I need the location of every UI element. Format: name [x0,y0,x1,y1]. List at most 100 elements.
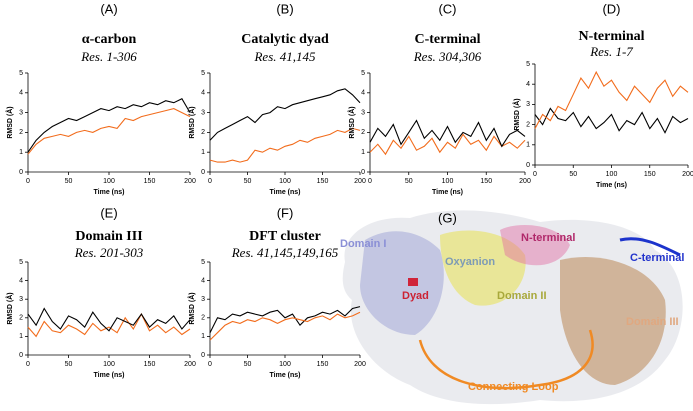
x-tick-label: 150 [144,361,156,368]
series-line [209,127,361,163]
y-axis-label: RMSD (Å) [5,106,14,138]
series-line [209,306,361,333]
x-tick-label: 0 [208,361,212,368]
series-line [369,119,526,148]
panel-label: (A) [100,1,117,16]
x-tick-label: 150 [644,171,656,178]
y-tick-label: 5 [19,259,23,266]
x-tick-label: 200 [354,178,366,185]
x-axis-label: Time (ns) [432,189,463,196]
x-tick-label: 0 [26,178,30,185]
series-line [534,70,689,129]
x-tick-label: 200 [184,361,196,368]
y-tick-label: 5 [201,259,205,266]
x-tick-label: 50 [405,178,413,185]
chart-title: C-terminal [414,32,480,47]
series-line [369,133,526,156]
chart-title: N-terminal [578,29,644,44]
panel-label: (C) [438,1,456,16]
y-axis-label: RMSD (Å) [512,98,521,130]
y-tick-label: 2 [201,129,205,136]
chart-subtitle: Res. 1-7 [589,44,633,59]
y-tick-label: 4 [19,277,23,284]
y-axis-label: RMSD (Å) [5,292,14,324]
y-tick-label: 3 [526,101,530,108]
y-tick-label: 0 [201,169,205,176]
y-tick-label: 2 [201,315,205,322]
y-tick-label: 0 [19,352,23,359]
y-tick-label: 1 [201,149,205,156]
y-tick-label: 2 [361,129,365,136]
x-tick-label: 150 [480,178,492,185]
x-tick-label: 100 [442,178,454,185]
y-tick-label: 1 [19,333,23,340]
series-line [27,312,191,338]
series-line [209,88,361,141]
y-tick-label: 4 [201,277,205,284]
structure-label: N-terminal [521,232,575,244]
domain-ii-shape [440,230,526,306]
x-tick-label: 50 [569,171,577,178]
y-tick-label: 1 [19,149,23,156]
y-tick-label: 3 [19,109,23,116]
chart-title: Catalytic dyad [241,32,329,47]
y-tick-label: 1 [361,149,365,156]
connecting-loop-trace [418,329,594,390]
series-line [27,97,191,153]
y-axis-label: RMSD (Å) [187,292,196,324]
c-terminal-trace [619,237,681,257]
y-tick-label: 3 [361,109,365,116]
y-tick-label: 4 [201,90,205,97]
y-tick-label: 1 [526,142,530,149]
y-tick-label: 0 [526,162,530,169]
y-tick-label: 4 [19,90,23,97]
x-tick-label: 200 [682,171,693,178]
series-line [209,311,361,341]
panel-label: (G) [438,210,457,225]
y-axis-label: RMSD (Å) [187,106,196,138]
y-tick-label: 2 [526,121,530,128]
x-tick-label: 0 [368,178,372,185]
x-tick-label: 200 [184,178,196,185]
chart-title: DFT cluster [249,229,321,244]
x-axis-label: Time (ns) [596,182,627,189]
n-terminal-shape [500,225,570,266]
chart-subtitle: Res. 41,145 [253,49,316,64]
chart-subtitle: Res. 201-303 [74,245,144,260]
structure-label: Oxyanion [445,256,495,268]
structure-label: Domain I [340,238,386,250]
x-tick-label: 150 [317,178,329,185]
structure-label: C-terminal [630,252,684,264]
panel-label: (B) [276,1,293,16]
x-tick-label: 200 [519,178,531,185]
chart-subtitle: Res. 41,145,149,165 [231,245,339,260]
series-line [27,108,191,155]
panel-label: (D) [602,1,620,16]
y-tick-label: 0 [361,169,365,176]
series-line [27,307,191,332]
panel-label: (F) [277,205,294,220]
x-tick-label: 200 [354,361,366,368]
y-tick-label: 3 [201,296,205,303]
x-tick-label: 0 [26,361,30,368]
x-tick-label: 0 [533,171,537,178]
y-tick-label: 5 [201,70,205,77]
y-tick-label: 5 [19,70,23,77]
x-tick-label: 50 [244,178,252,185]
domain-iii-shape [560,256,666,385]
x-tick-label: 100 [103,361,115,368]
x-tick-label: 100 [279,361,291,368]
y-tick-label: 3 [19,296,23,303]
x-tick-label: 100 [606,171,618,178]
chart-title: α-carbon [82,32,137,47]
dyad-mark [408,278,418,286]
x-axis-label: Time (ns) [270,372,301,379]
x-axis-label: Time (ns) [94,372,125,379]
x-tick-label: 50 [244,361,252,368]
x-axis-label: Time (ns) [94,189,125,196]
